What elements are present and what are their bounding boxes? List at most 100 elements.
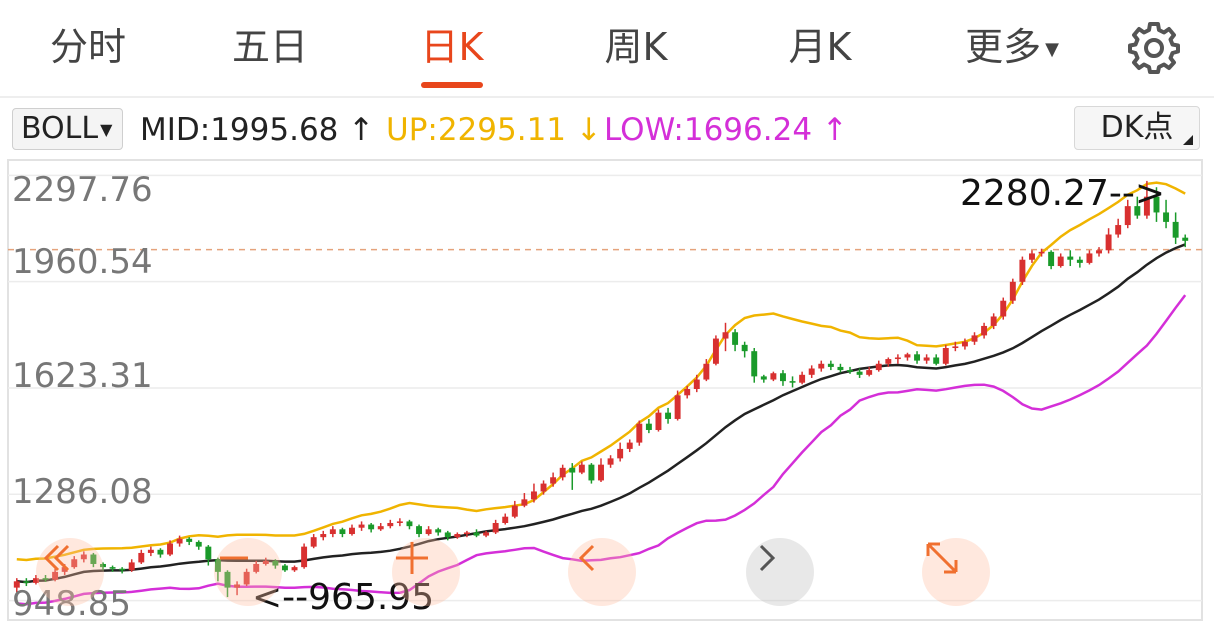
candle — [665, 407, 672, 424]
candle — [224, 570, 231, 598]
candle-body — [722, 332, 729, 339]
candle-body — [416, 526, 423, 535]
candle — [626, 439, 633, 453]
candle — [195, 540, 202, 550]
candle — [1029, 250, 1035, 263]
candle-body — [569, 467, 576, 473]
candle-body — [933, 357, 940, 364]
candle — [291, 565, 298, 572]
corner-triangle-icon — [1183, 135, 1193, 145]
candle-body — [674, 395, 681, 419]
candle — [961, 338, 968, 350]
candle-body — [147, 549, 154, 553]
candle-body — [607, 458, 614, 465]
zoom-in-button[interactable] — [392, 538, 460, 606]
candle — [396, 518, 403, 527]
y-tick-label: 1623.31 — [12, 356, 153, 396]
candle-body — [1153, 196, 1160, 213]
candle — [463, 530, 470, 538]
candle-body — [502, 516, 509, 523]
candle — [100, 562, 106, 571]
zoom-out-button[interactable] — [214, 538, 282, 606]
candle-body — [186, 538, 193, 542]
candle-body — [540, 483, 547, 492]
candle-body — [42, 578, 49, 580]
candle — [416, 524, 423, 538]
chart-frame — [7, 159, 1203, 621]
candle — [770, 371, 777, 382]
candle — [13, 578, 20, 593]
tab-more[interactable]: 更多 ▼ — [952, 22, 1072, 72]
candle — [530, 483, 537, 503]
kline-chart[interactable]: 2297.76 1960.54 1623.31 1286.08 948.85 2… — [0, 158, 1214, 626]
candle-body — [617, 448, 624, 459]
caret-down-icon: ▼ — [100, 119, 113, 139]
candle — [703, 359, 710, 382]
double-chevron-left-icon — [43, 544, 70, 572]
candle-body — [167, 543, 173, 555]
candle — [205, 545, 212, 566]
candle-body — [1182, 237, 1189, 241]
tab-intraday[interactable]: 分时 — [49, 25, 126, 69]
candle-body — [588, 464, 595, 481]
candle — [1172, 212, 1179, 244]
scroll-right-button[interactable] — [746, 538, 814, 606]
scroll-to-start-button[interactable] — [36, 538, 104, 606]
candle-body — [521, 499, 528, 506]
tab-five-day[interactable]: 五日 — [231, 25, 308, 69]
gear-icon[interactable] — [1126, 18, 1182, 74]
candle-body — [511, 505, 518, 517]
candle — [942, 344, 949, 366]
indicator-select[interactable]: BOLL ▼ — [12, 108, 124, 150]
candle — [741, 341, 748, 358]
candle-body — [138, 552, 145, 563]
candle-body — [157, 549, 164, 555]
candle — [684, 385, 691, 399]
candle-body — [435, 529, 442, 533]
boll-lower-line — [16, 294, 1187, 606]
candle-body — [1172, 221, 1179, 238]
candle-body — [636, 423, 643, 443]
candle — [779, 370, 786, 386]
active-tab-indicator — [421, 82, 483, 88]
boll-mid-value: MID:1995.68 ↑ — [140, 112, 375, 148]
candle — [904, 352, 911, 361]
tab-daily-k[interactable]: 日K — [420, 25, 484, 69]
candle — [540, 480, 547, 495]
candle-body — [1163, 212, 1170, 222]
candle-body — [1067, 256, 1074, 260]
candle-body — [100, 563, 106, 568]
candle-body — [425, 529, 432, 535]
candle-body — [339, 529, 346, 535]
candle-body — [952, 346, 959, 349]
candle — [80, 551, 87, 563]
candle — [320, 530, 327, 541]
candle-body — [291, 567, 298, 571]
candle — [1057, 253, 1064, 268]
dk-points-button[interactable]: DK点 — [1074, 106, 1200, 150]
low-annotation: <--965.95 — [252, 577, 435, 618]
candle-body — [71, 559, 78, 568]
candle-body — [52, 571, 59, 580]
candle — [636, 420, 643, 446]
candle-body — [128, 562, 135, 571]
scroll-left-button[interactable] — [568, 538, 636, 606]
candle — [281, 563, 288, 572]
tab-monthly-k[interactable]: 月K — [788, 25, 852, 69]
candle-body — [703, 363, 710, 380]
candle — [1009, 278, 1016, 304]
candle — [521, 493, 528, 508]
candle — [454, 532, 461, 539]
candle — [109, 565, 116, 572]
dk-points-label: DK点 — [1100, 110, 1174, 145]
tab-weekly-k[interactable]: 周K — [604, 25, 668, 69]
candle — [214, 557, 221, 582]
candle — [550, 472, 557, 487]
candle — [1143, 180, 1150, 219]
candle — [588, 463, 595, 484]
candle — [186, 537, 193, 546]
fullscreen-button[interactable] — [922, 538, 990, 606]
candle — [511, 500, 518, 519]
boll-low-value: LOW:1696.24 ↑ — [604, 112, 848, 148]
candle-body — [483, 532, 490, 536]
